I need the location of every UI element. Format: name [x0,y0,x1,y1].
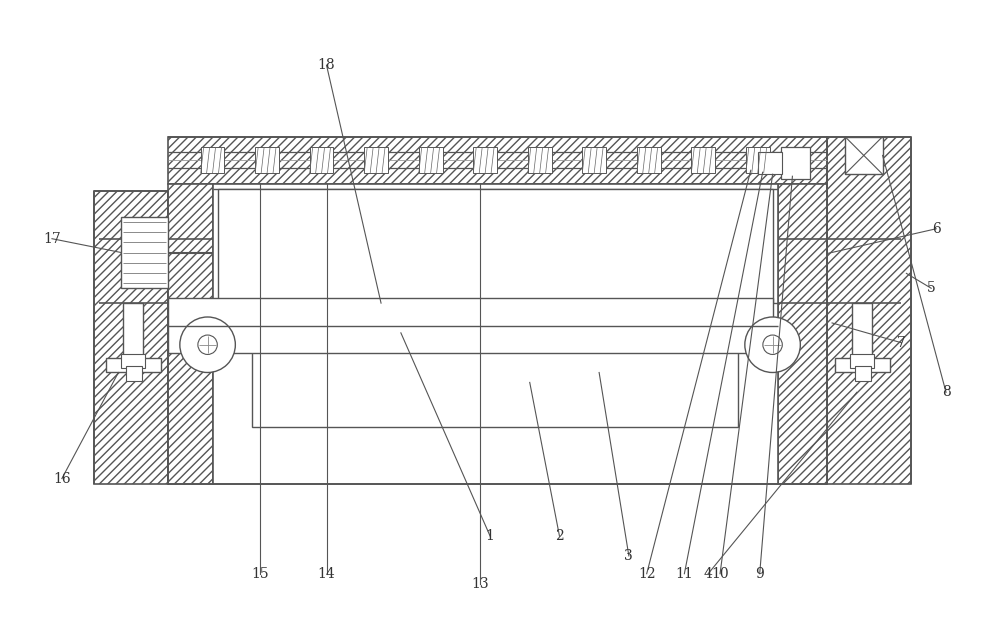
Bar [213,184,778,484]
Text: 5: 5 [927,281,936,295]
Text: 18: 18 [318,58,335,72]
Text: 12: 12 [638,567,656,580]
Text: 2: 2 [555,529,564,543]
Bar [528,147,552,173]
Text: 13: 13 [471,577,489,591]
Text: 7: 7 [897,335,906,350]
Bar [123,303,143,358]
Circle shape [763,335,782,354]
Bar [758,153,782,174]
Text: 4: 4 [704,567,713,580]
Bar [168,184,213,484]
Bar [637,147,661,173]
Bar [126,366,142,382]
Circle shape [745,317,800,372]
Text: 11: 11 [675,567,693,580]
Bar [582,147,606,173]
Bar [121,354,145,368]
Bar [255,147,279,173]
Text: 6: 6 [932,222,941,235]
Bar [845,137,883,174]
Text: 14: 14 [318,567,335,580]
Bar [168,137,827,184]
Text: 16: 16 [53,472,71,486]
Text: 3: 3 [624,549,633,563]
Bar [473,147,497,173]
Bar [106,358,161,372]
Text: 1: 1 [486,529,495,543]
Text: 15: 15 [251,567,269,580]
Bar [252,328,738,427]
Bar [201,147,224,173]
Bar [835,358,890,372]
Bar [419,147,443,173]
Bar [99,239,901,303]
Bar [691,147,715,173]
Bar [218,189,773,303]
Bar [850,354,874,368]
Bar [852,303,872,358]
Bar [364,147,388,173]
Circle shape [198,335,217,354]
Bar [746,147,770,173]
Bar [781,146,810,179]
Circle shape [180,317,235,372]
Text: 10: 10 [711,567,729,580]
Bar [827,137,911,484]
Text: 9: 9 [755,567,764,580]
Text: 8: 8 [942,385,950,399]
Text: 17: 17 [43,232,61,246]
Bar [121,217,168,288]
Bar [168,298,773,353]
Bar [855,366,871,382]
Bar [310,147,333,173]
Bar [778,184,827,484]
Bar [94,191,168,484]
